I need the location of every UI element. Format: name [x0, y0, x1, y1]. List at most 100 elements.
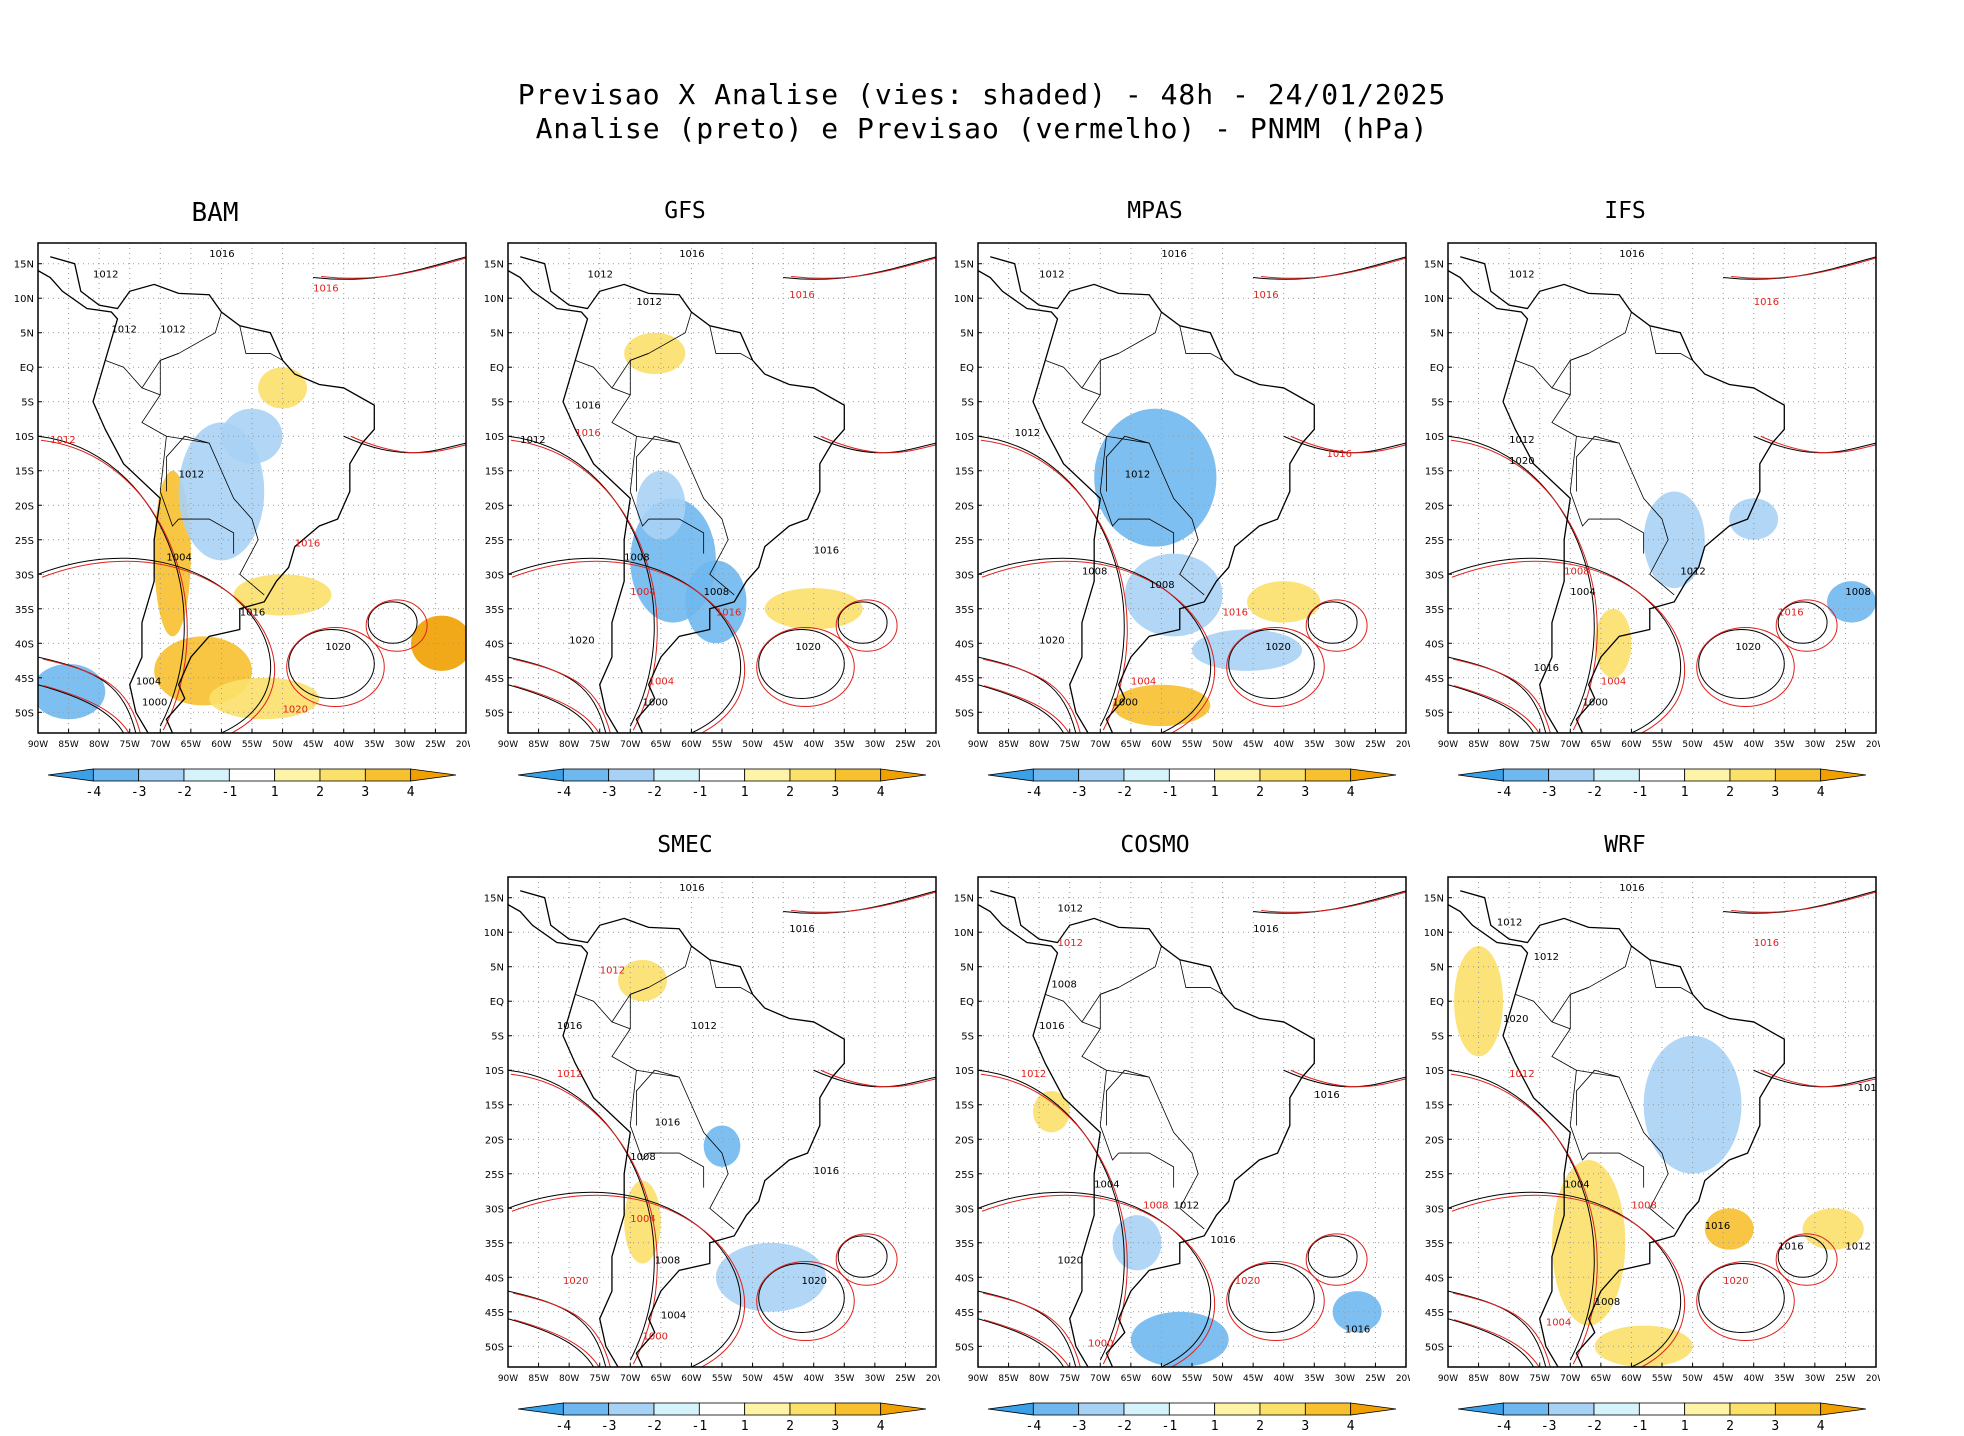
colorbar-tick-label: 1 — [741, 785, 749, 798]
isobar-label: 1012 — [93, 270, 118, 281]
isobar-label: 1012 — [1497, 917, 1522, 928]
colorbar-swatch — [1820, 768, 1867, 782]
colorbar-tick-label: 1 — [1681, 785, 1689, 798]
country-border — [575, 359, 631, 396]
colorbar-tick-label: 4 — [407, 785, 415, 798]
lon-tick-label: 40W — [1744, 740, 1764, 750]
isobar-label: 1016 — [716, 608, 741, 619]
lon-tick-label: 50W — [742, 1374, 762, 1384]
lat-tick-label: 10S — [955, 432, 974, 443]
country-border — [575, 993, 631, 1030]
colorbar-tick-label: 4 — [1347, 1419, 1355, 1432]
lat-tick-label: 5N — [1430, 329, 1444, 340]
lat-tick-label: 30S — [485, 570, 504, 581]
colorbar-swatch — [698, 768, 746, 782]
lon-tick-label: 25W — [895, 740, 915, 750]
colorbar-swatch — [1820, 1402, 1867, 1416]
colorbar-swatch — [1304, 768, 1352, 782]
colorbar-swatch — [1123, 1402, 1170, 1416]
country-border — [1105, 435, 1150, 492]
forecast-isobar — [512, 1292, 611, 1367]
isobar-label: 1012 — [1021, 1069, 1046, 1080]
lon-tick-label: 40W — [1274, 1374, 1294, 1384]
lon-tick-label: 80W — [1499, 1374, 1519, 1384]
colorbar-tick-label: -4 — [1026, 1419, 1042, 1432]
isobar-label: 1000 — [1088, 1338, 1113, 1349]
lat-tick-label: 45S — [485, 674, 504, 685]
colorbar-swatch — [92, 768, 140, 782]
lon-tick-label: 50W — [1212, 740, 1232, 750]
isobar-label: 1008 — [1845, 587, 1870, 598]
map-plot: 1016 1012 1016 1012 1012 1012 1012 1004 1016 1016… — [14, 242, 470, 798]
analysis-isobar — [1307, 601, 1358, 644]
lat-tick-label: 30S — [1425, 570, 1444, 581]
lat-tick-label: 45S — [955, 674, 974, 685]
panel-bam: BAM 1016 1012 1016 1012 1012 1012 1012 1004 1016 1… — [0, 198, 470, 798]
bias-shade — [1112, 684, 1211, 727]
lon-tick-label: 65W — [651, 1374, 671, 1384]
forecast-isobar — [981, 560, 1216, 733]
lon-tick-label: 30W — [865, 1374, 885, 1384]
country-border — [166, 435, 265, 596]
lon-tick-label: 75W — [590, 1374, 610, 1384]
lon-tick-label: 85W — [1468, 740, 1488, 750]
country-border — [611, 353, 649, 389]
analysis-isobar — [1448, 1290, 1547, 1367]
lon-tick-label: 75W — [1530, 1374, 1550, 1384]
country-border — [141, 311, 222, 492]
colorbar-tick-label: -4 — [1026, 785, 1042, 798]
country-border — [709, 325, 753, 361]
lon-tick-label: 45W — [1713, 1374, 1733, 1384]
isobar-label: 1016 — [1345, 1324, 1370, 1335]
lat-tick-label: 5S — [961, 1032, 974, 1043]
colorbar-swatch — [987, 768, 1034, 782]
isobar-label: 1020 — [1057, 1255, 1082, 1266]
isobar-label: 1000 — [1113, 697, 1138, 708]
isobar-label: 1004 — [661, 1311, 686, 1322]
colorbar-swatch — [1684, 768, 1731, 782]
forecast-isobar — [1290, 1069, 1406, 1088]
forecast-isobar — [1450, 1073, 1598, 1365]
forecast-isobar — [1731, 257, 1876, 279]
analysis-isobar — [978, 1069, 1125, 1361]
lat-tick-label: 5S — [491, 398, 504, 409]
colorbar-tick-label: -2 — [1586, 1419, 1602, 1432]
colorbar-tick-label: 2 — [1726, 1419, 1734, 1432]
forecast-isobar — [982, 1292, 1081, 1367]
map-plot: 1016 1012 1016 1012 1012 1016 1008 1008 1016 1020… — [954, 242, 1410, 798]
lat-tick-label: 10S — [15, 432, 34, 443]
colorbar-tick-label: -1 — [1162, 785, 1178, 798]
colorbar-swatch — [1729, 768, 1776, 782]
colorbar-tick-label: 2 — [316, 785, 324, 798]
lat-tick-label: 10N — [484, 928, 504, 939]
lon-tick-label: 80W — [89, 740, 109, 750]
forecast-isobar — [1453, 1319, 1540, 1367]
colorbar-tick-label: 1 — [741, 1419, 749, 1432]
analysis-isobar — [1228, 1262, 1315, 1333]
lat-tick-label: 25S — [1425, 536, 1444, 547]
analysis-isobar — [837, 1235, 888, 1278]
lon-tick-label: 85W — [998, 1374, 1018, 1384]
colorbar-swatch — [789, 768, 836, 782]
isobar-label: 1008 — [1051, 979, 1076, 990]
country-border — [1118, 518, 1175, 554]
country-border — [1045, 359, 1101, 396]
lon-tick-label: 25W — [895, 1374, 915, 1384]
analysis-isobar — [508, 435, 655, 727]
isobar-label: 1004 — [1546, 1318, 1571, 1329]
forecast-isobar — [40, 439, 188, 731]
country-border — [1081, 987, 1119, 1023]
analysis-isobar — [1448, 1069, 1595, 1361]
colorbar-swatch — [228, 768, 276, 782]
colorbar-swatch — [1774, 1402, 1822, 1416]
lon-tick-label: 20W — [1396, 1374, 1410, 1384]
colorbar-tick-label: 4 — [877, 785, 885, 798]
lat-tick-label: 50S — [485, 708, 504, 719]
lat-tick-label: 15N — [484, 260, 504, 271]
map-plot: 1016 1012 1016 1012 1020 1012 1016 1004 1008 1016… — [1424, 876, 1880, 1432]
lon-tick-label: 45W — [1243, 1374, 1263, 1384]
lat-tick-label: 35S — [1425, 605, 1444, 616]
forecast-isobar — [981, 1194, 1216, 1367]
forecast-isobar — [980, 439, 1128, 731]
country-border — [1179, 325, 1223, 361]
